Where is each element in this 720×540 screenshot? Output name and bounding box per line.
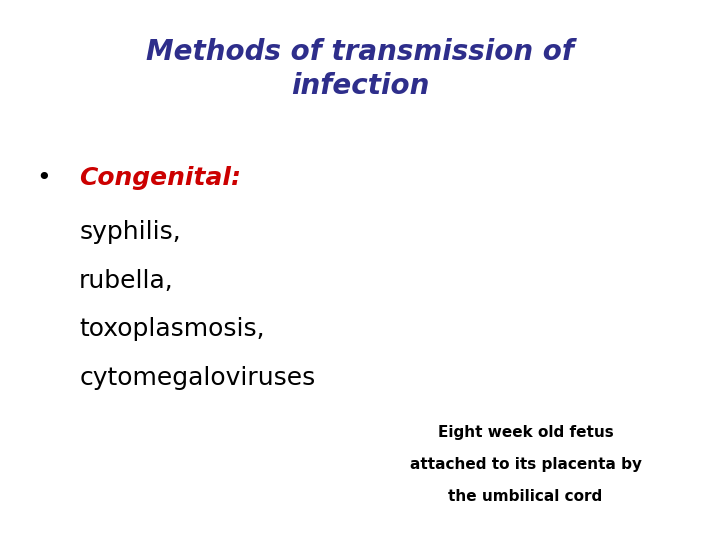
- Text: attached to its placenta by: attached to its placenta by: [410, 457, 642, 472]
- Text: toxoplasmosis,: toxoplasmosis,: [79, 318, 265, 341]
- Text: the umbilical cord: the umbilical cord: [449, 489, 603, 504]
- Text: syphilis,: syphilis,: [79, 220, 181, 244]
- Text: Congenital:: Congenital:: [79, 166, 241, 190]
- Text: rubella,: rubella,: [79, 269, 174, 293]
- Text: cytomegaloviruses: cytomegaloviruses: [79, 366, 315, 390]
- Text: Methods of transmission of
infection: Methods of transmission of infection: [146, 38, 574, 100]
- Text: Eight week old fetus: Eight week old fetus: [438, 424, 613, 440]
- Text: •: •: [36, 166, 50, 190]
